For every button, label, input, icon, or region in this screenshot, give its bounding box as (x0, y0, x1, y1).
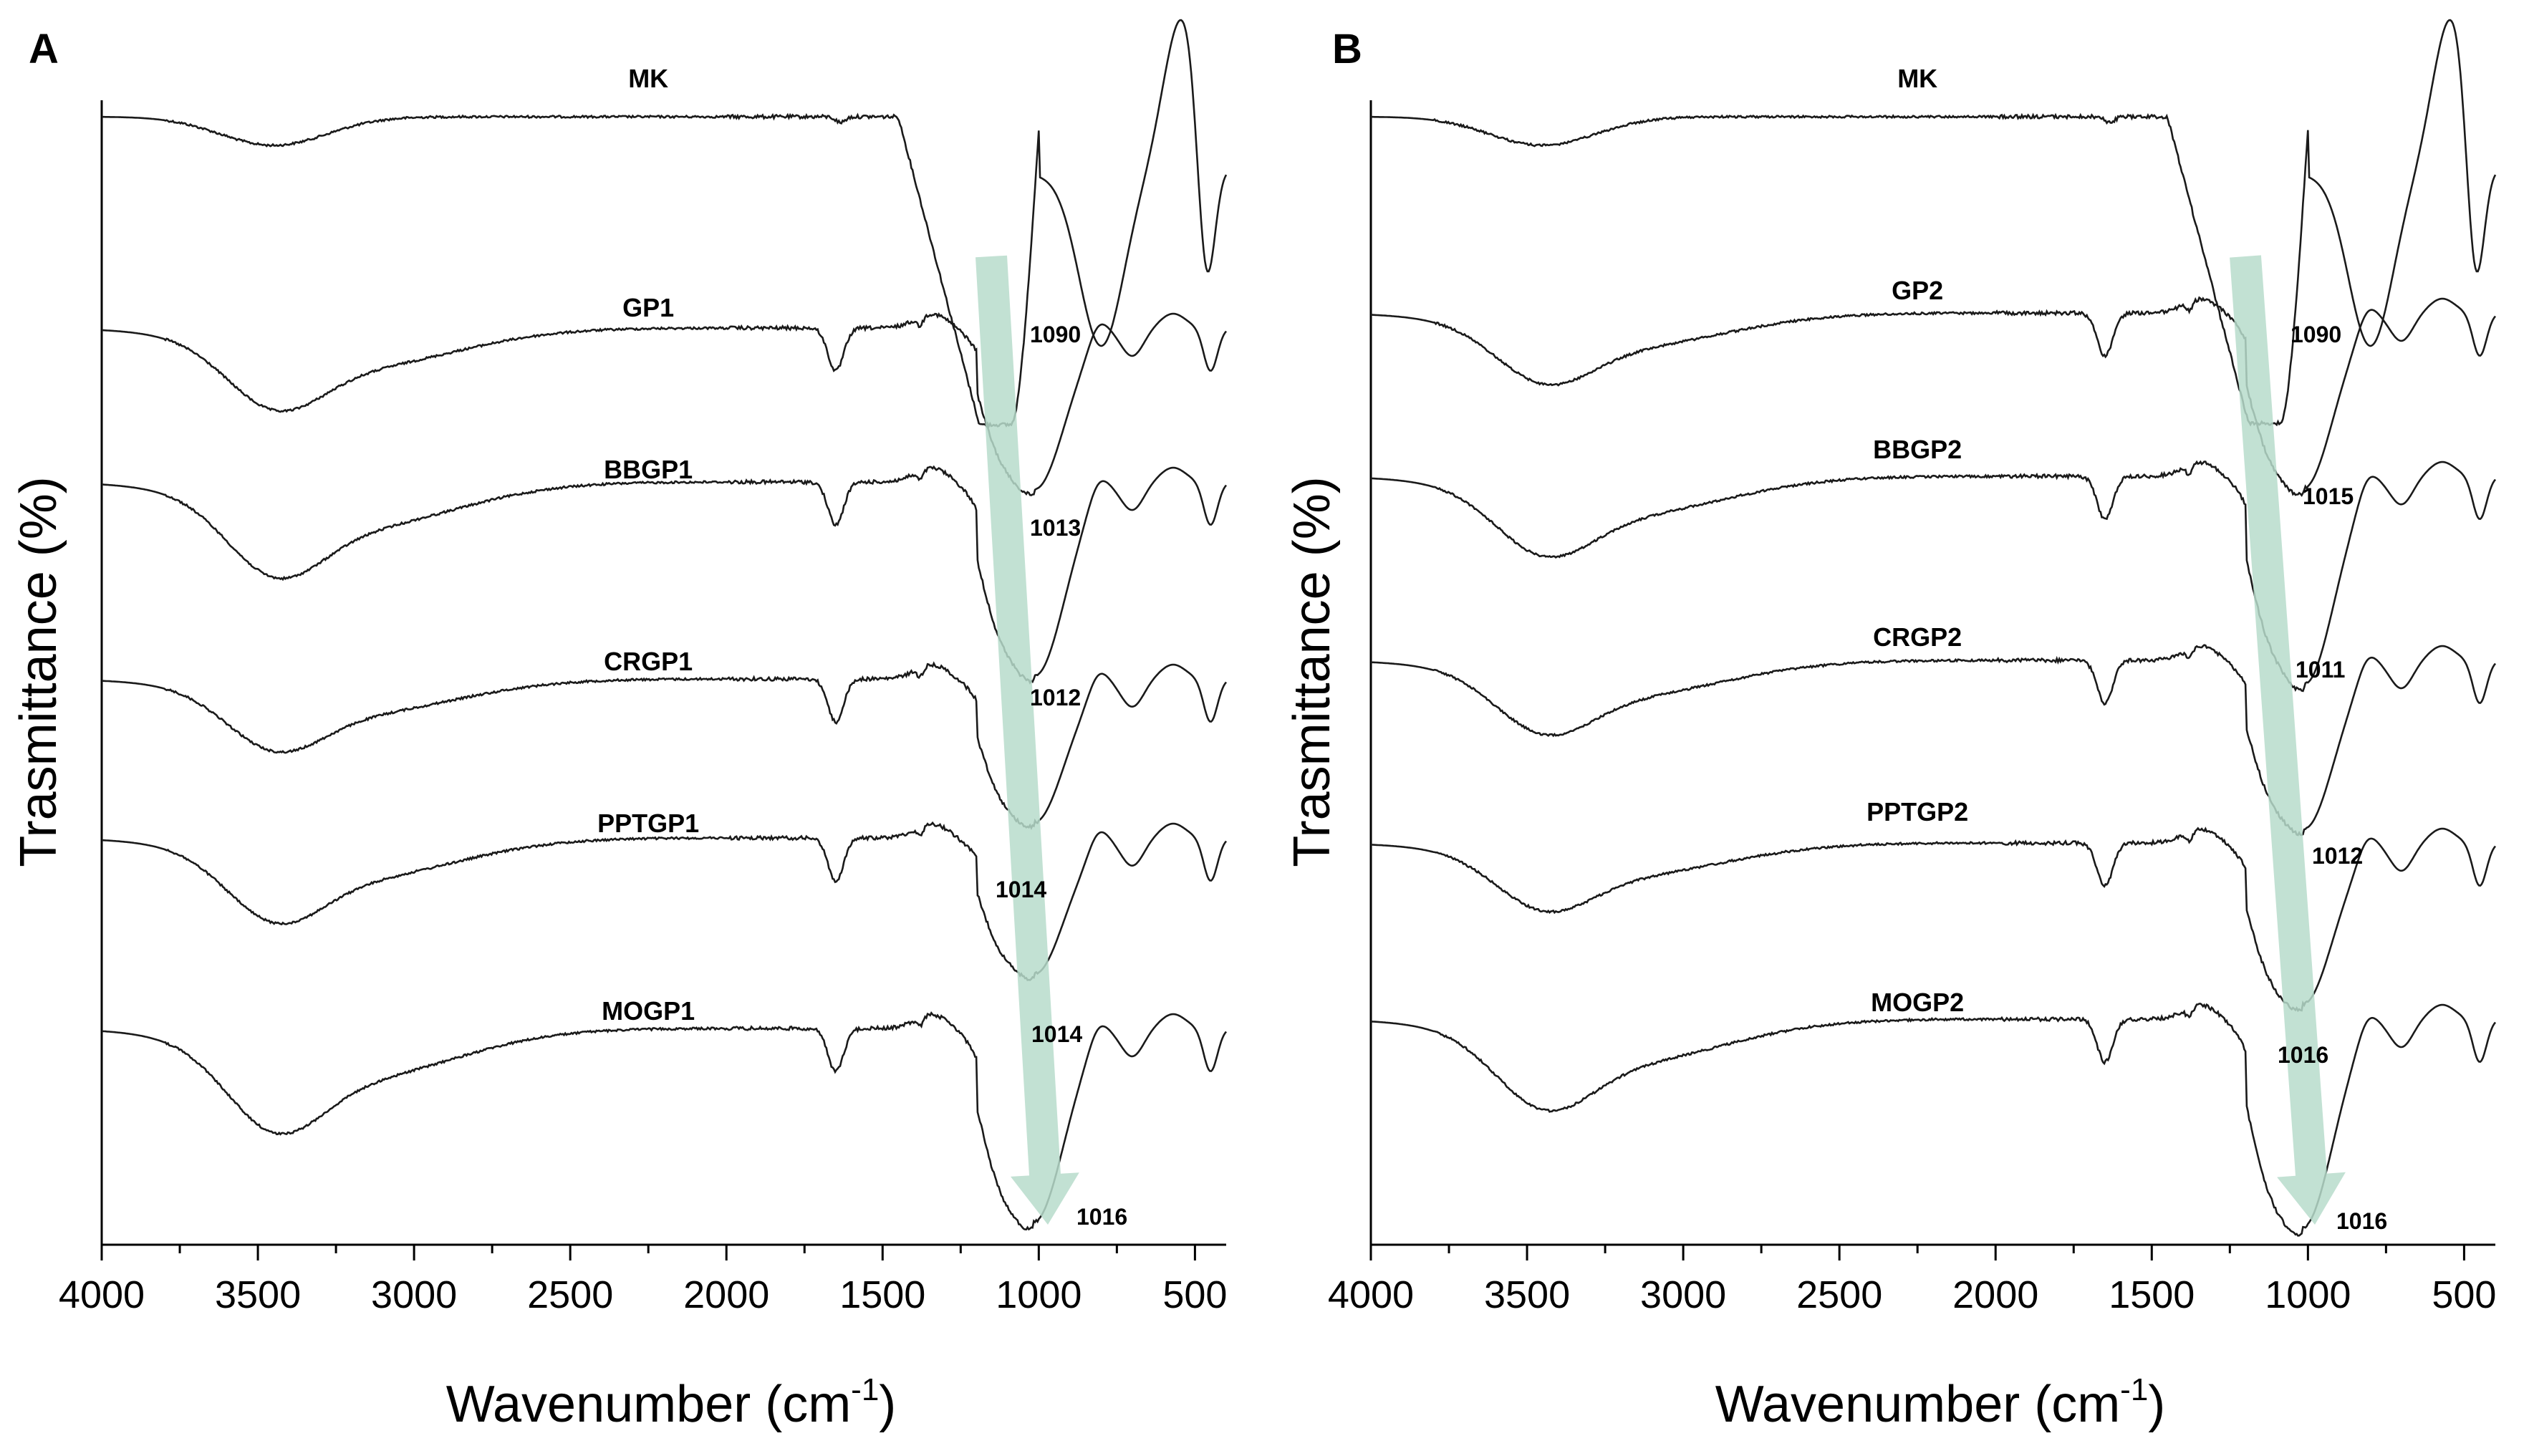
series-label: MOGP2 (1871, 988, 1964, 1017)
y-axis-label: Trasmittance (%) (1283, 476, 1341, 867)
spectrum-mk (102, 19, 1228, 429)
series-label: CRGP2 (1873, 622, 1962, 652)
x-axis-label: Wavenumber (cm-1) (1715, 1372, 2166, 1433)
peak-label: 1090 (1030, 322, 1081, 347)
series-label: MK (1897, 64, 1937, 93)
x-tick-label: 3500 (1484, 1273, 1570, 1316)
peak-label: 1013 (1030, 515, 1081, 541)
peak-label: 1012 (2312, 843, 2363, 869)
x-tick-label: 1000 (996, 1273, 1082, 1316)
peak-label: 1012 (1030, 685, 1081, 710)
x-tick-label: 1500 (2109, 1273, 2195, 1316)
spectrum-bbgp2 (1370, 460, 2497, 693)
x-tick-label: 3000 (1640, 1273, 1726, 1316)
x-axis-label: Wavenumber (cm-1) (446, 1372, 897, 1433)
series-label: GP2 (1892, 276, 1943, 305)
series-label: BBGP2 (1873, 435, 1962, 464)
peak-label: 1016 (1076, 1204, 1127, 1230)
x-tick-label: 2500 (1796, 1273, 1882, 1316)
panel-b: B 4000 3500 3000 2500 2000 1500 1000 500 Wavenumb… (1283, 19, 2497, 1433)
trend-arrow (976, 255, 1079, 1225)
series-label: MOGP1 (602, 996, 695, 1026)
peak-label: 1090 (2291, 322, 2341, 347)
series-label: PPTGP1 (597, 809, 699, 838)
peak-label: 1015 (2303, 483, 2354, 509)
series-label: PPTGP2 (1866, 797, 1968, 826)
spectrum-mogp1 (101, 1011, 1228, 1231)
x-tick-label: 3500 (215, 1273, 301, 1316)
x-tick-label: 4000 (1328, 1273, 1414, 1316)
x-tick-label: 2500 (527, 1273, 613, 1316)
spectrum-bbgp1 (101, 465, 1228, 685)
x-tick-label: 4000 (59, 1273, 145, 1316)
panel-letter: B (1332, 26, 1362, 72)
x-tick-label: 1000 (2265, 1273, 2351, 1316)
x-tick-label: 500 (1162, 1273, 1227, 1316)
x-tick-label: 1500 (839, 1273, 925, 1316)
trend-arrow (2230, 255, 2346, 1225)
x-tick-label: 2000 (1952, 1273, 2038, 1316)
spectrum-mk (1371, 19, 2497, 427)
peak-label: 1014 (1031, 1021, 1082, 1047)
peak-label: 1016 (2336, 1208, 2387, 1234)
panel-a: A 4000 3500 3000 2500 2000 1500 1000 500 Wavenumb… (10, 19, 1228, 1433)
peak-label: 1016 (2278, 1042, 2328, 1068)
peak-label: 1014 (996, 877, 1046, 902)
series-label: MK (628, 64, 668, 93)
spectrum-gp2 (1371, 296, 2497, 497)
x-tick-label: 2000 (683, 1273, 769, 1316)
panel-letter: A (29, 26, 59, 72)
spectrum-gp1 (101, 312, 1228, 496)
series-label: BBGP1 (604, 455, 693, 484)
y-axis-label: Trasmittance (%) (10, 476, 67, 867)
peak-label: 1011 (2296, 657, 2345, 683)
series-label: GP1 (622, 293, 674, 322)
series-label: CRGP1 (604, 647, 693, 676)
x-tick-label: 3000 (371, 1273, 457, 1316)
spectrum-mogp2 (1370, 1003, 2497, 1237)
spectrum-crgp2 (1370, 644, 2497, 837)
x-tick-label: 500 (2432, 1273, 2496, 1316)
spectrum-pptgp1 (101, 821, 1228, 981)
